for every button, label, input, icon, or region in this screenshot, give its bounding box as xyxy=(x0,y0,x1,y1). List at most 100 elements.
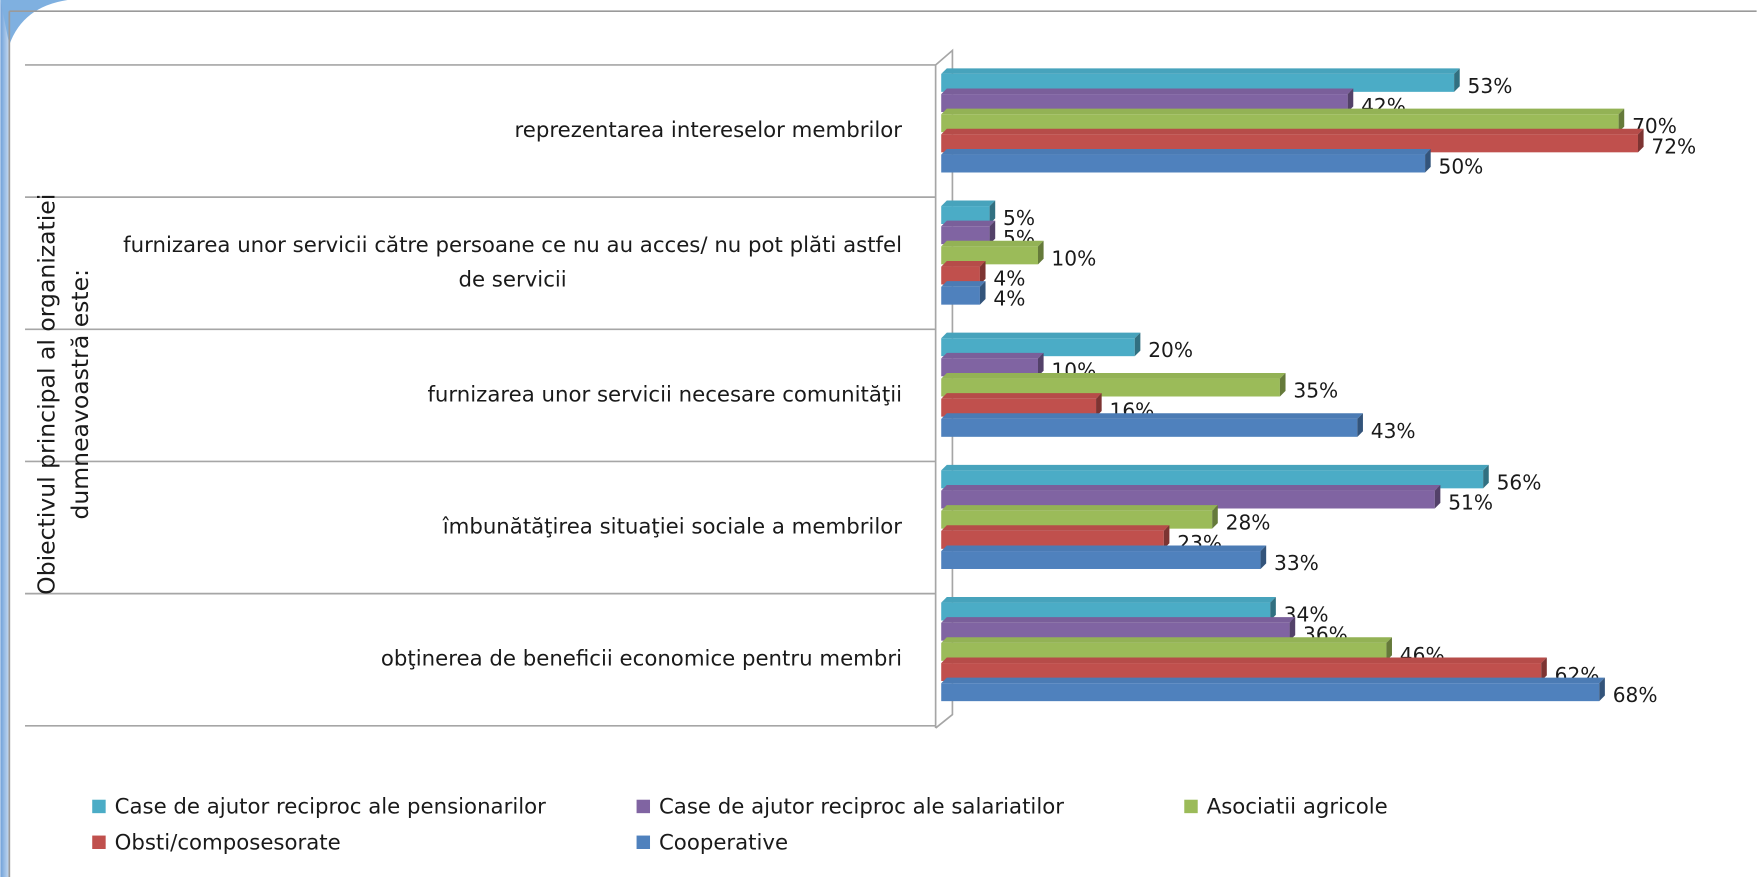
bar-top xyxy=(941,545,1267,552)
bar xyxy=(941,226,990,245)
bar xyxy=(941,642,1387,661)
bar xyxy=(941,338,1135,357)
bar xyxy=(941,154,1426,173)
bar-side xyxy=(979,281,986,305)
bar-side xyxy=(1134,332,1141,357)
bar-top xyxy=(941,637,1392,643)
bar-side xyxy=(1541,657,1547,681)
bar-side xyxy=(1483,464,1489,489)
bar-side xyxy=(979,260,986,285)
bar-top xyxy=(941,281,986,287)
value-label: 56% xyxy=(1497,470,1542,494)
bar-top xyxy=(941,484,1441,491)
value-label: 5% xyxy=(1003,206,1035,230)
value-label: 35% xyxy=(1293,379,1338,403)
bar-top xyxy=(941,220,996,227)
bar-side xyxy=(1096,393,1102,417)
value-label: 4% xyxy=(993,287,1025,311)
bar xyxy=(941,530,1164,549)
bar xyxy=(941,114,1619,133)
bar-side xyxy=(1289,617,1296,641)
category-label: furnizarea unor servicii către persoane … xyxy=(123,233,902,293)
y-axis-title: Obiectivul principal al organizatiei dumn… xyxy=(32,194,94,595)
bar-side xyxy=(989,200,996,225)
bar-top xyxy=(941,596,1276,603)
legend-swatch xyxy=(1184,799,1198,814)
category-label: îmbunătăţirea situaţiei sociale a membri… xyxy=(442,515,903,540)
value-label: 50% xyxy=(1439,155,1484,179)
legend-label: Cooperative xyxy=(659,830,788,855)
legend-label: Obsti/composesorate xyxy=(115,830,341,855)
bar xyxy=(941,266,980,285)
legend-swatch xyxy=(636,799,651,814)
bar-side xyxy=(1386,637,1392,661)
bar-side xyxy=(1637,128,1644,153)
legend-swatch xyxy=(636,835,651,849)
bar-side xyxy=(1599,677,1605,702)
legend-swatch xyxy=(92,799,106,814)
value-label: 33% xyxy=(1274,551,1319,575)
bar-top xyxy=(941,332,1141,339)
bar-top xyxy=(941,657,1547,664)
bar-side xyxy=(1425,148,1431,173)
bar xyxy=(941,94,1348,113)
category-label: obţinerea de beneficii economice pentru … xyxy=(381,647,902,672)
bar xyxy=(941,470,1484,489)
value-label: 68% xyxy=(1613,683,1658,707)
legend-label: Asociatii agricole xyxy=(1207,795,1388,820)
bar-side xyxy=(1357,413,1363,437)
bar-side xyxy=(1260,545,1267,569)
bar xyxy=(941,663,1542,681)
bar xyxy=(941,358,1038,377)
bar xyxy=(941,73,1455,92)
bar-top xyxy=(941,464,1489,471)
bar xyxy=(941,286,980,305)
bar-side xyxy=(1618,108,1625,133)
legend-label: Case de ajutor reciproc ale salariatilor xyxy=(659,795,1064,820)
legend-label: Case de ajutor reciproc ale pensionarilo… xyxy=(115,795,547,820)
bar-top xyxy=(941,677,1605,684)
category-label: furnizarea unor servicii necesare comuni… xyxy=(427,382,902,407)
bar-top xyxy=(941,413,1363,419)
bar-side xyxy=(1163,525,1170,549)
value-label: 43% xyxy=(1371,419,1416,443)
bar-top xyxy=(941,148,1431,155)
bar-side xyxy=(1434,484,1441,509)
bar xyxy=(941,490,1435,509)
bar xyxy=(941,510,1213,529)
bar xyxy=(941,602,1271,621)
side-strip xyxy=(0,0,10,877)
bar xyxy=(941,134,1638,153)
bar-top xyxy=(941,525,1170,531)
bar-side xyxy=(1279,372,1286,397)
bar-top xyxy=(941,352,1044,359)
bar-side xyxy=(1037,352,1044,377)
legend-swatch xyxy=(92,835,106,849)
bar-top xyxy=(941,505,1218,511)
corner-decoration xyxy=(0,0,68,45)
category-label: reprezentarea intereselor membrilor xyxy=(514,118,902,143)
bar-top xyxy=(941,68,1460,74)
bar xyxy=(941,378,1280,397)
bar xyxy=(941,683,1600,702)
bar-side xyxy=(1037,240,1044,265)
value-label: 10% xyxy=(1051,246,1096,270)
value-label: 28% xyxy=(1226,511,1271,535)
bar-side xyxy=(989,220,996,245)
bar-top xyxy=(941,108,1625,115)
value-label: 51% xyxy=(1448,491,1493,515)
value-label: 20% xyxy=(1148,338,1193,362)
bar-top xyxy=(941,128,1644,135)
bar xyxy=(941,246,1038,265)
bar-top xyxy=(941,240,1044,247)
bar xyxy=(941,551,1261,569)
value-label: 4% xyxy=(993,267,1025,291)
bar-top xyxy=(941,393,1102,399)
bar-top xyxy=(941,200,996,207)
bar-top xyxy=(941,617,1296,623)
bar-top xyxy=(941,260,986,267)
bar xyxy=(941,398,1097,417)
bar xyxy=(941,622,1290,641)
